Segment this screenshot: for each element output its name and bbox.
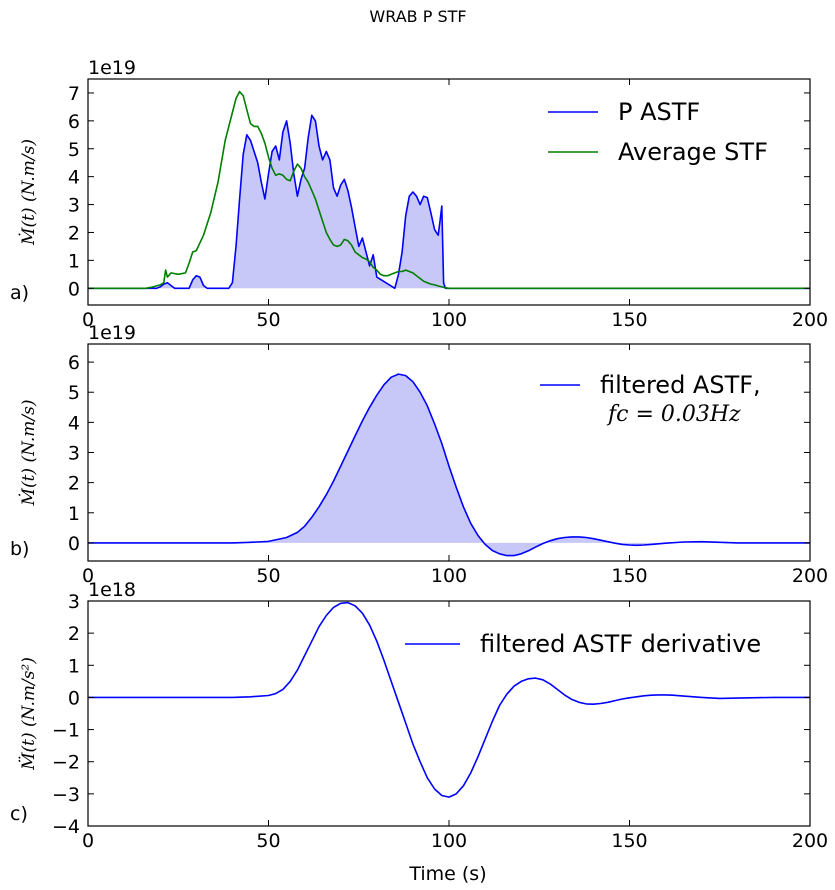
y-tick-label: 2 bbox=[68, 222, 80, 244]
y-tick-label: 1 bbox=[68, 250, 80, 272]
x-tick-label: 0 bbox=[82, 830, 94, 852]
y-tick-label: −1 bbox=[52, 720, 80, 742]
legend-entry: P ASTF bbox=[618, 98, 700, 126]
series-line-0 bbox=[88, 601, 810, 798]
y-tick-label: 2 bbox=[68, 623, 80, 645]
legend: filtered ASTF, fc = 0.03Hz bbox=[540, 371, 761, 427]
x-tick-label: 100 bbox=[431, 830, 467, 852]
x-tick-label: 100 bbox=[431, 565, 467, 587]
y-tick-label: 7 bbox=[68, 83, 80, 105]
legend-entry: filtered ASTF, bbox=[600, 371, 761, 399]
axis-offset-text: 1e19 bbox=[88, 57, 136, 79]
y-tick-label: 5 bbox=[68, 382, 80, 404]
legend: filtered ASTF derivative bbox=[405, 630, 761, 658]
panel-label: c) bbox=[10, 803, 28, 825]
series-line-1 bbox=[88, 90, 810, 290]
plot-area bbox=[88, 90, 810, 290]
x-tick-label: 150 bbox=[611, 565, 647, 587]
panel-b: 0 50 100 150 200 0 1 2 3 4 5 6 1e19 Ṁ(t) (N.m/s) b) fil… bbox=[10, 322, 828, 587]
plot-area bbox=[88, 373, 810, 557]
legend-entry: Average STF bbox=[618, 138, 768, 166]
panel-label: a) bbox=[10, 282, 29, 304]
series-fill-0 bbox=[88, 374, 810, 556]
y-tick-label: 3 bbox=[68, 591, 80, 613]
y-tick-label: 3 bbox=[68, 195, 80, 217]
axis-offset-text: 1e19 bbox=[88, 322, 136, 344]
x-tick-label: 50 bbox=[256, 565, 280, 587]
y-axis-label: Ṁ(t) (N.m/s) bbox=[18, 400, 39, 507]
axes-frame bbox=[87, 78, 811, 306]
plot-area bbox=[88, 601, 810, 798]
x-tick-label: 200 bbox=[792, 830, 828, 852]
figure-title: WRAB P STF bbox=[369, 7, 466, 26]
legend-entry-line2: fc = 0.03Hz bbox=[606, 402, 741, 427]
legend-entry: filtered ASTF derivative bbox=[480, 630, 761, 658]
y-tick-label: 5 bbox=[68, 139, 80, 161]
series-line-0 bbox=[88, 373, 810, 557]
series-fill-0 bbox=[88, 115, 810, 289]
y-tick-label: 6 bbox=[68, 352, 80, 374]
y-tick-label: 6 bbox=[68, 111, 80, 133]
panel-label: b) bbox=[10, 538, 29, 560]
series-line-0 bbox=[88, 114, 810, 290]
x-tick-label: 150 bbox=[611, 830, 647, 852]
y-tick-label: 1 bbox=[68, 503, 80, 525]
legend: P ASTF Average STF bbox=[548, 98, 768, 166]
y-axis-label: M̈(t) (N.m/s²) bbox=[19, 657, 39, 771]
y-tick-label: 0 bbox=[68, 687, 80, 709]
y-tick-label: 0 bbox=[68, 533, 80, 555]
x-tick-label: 150 bbox=[611, 309, 647, 331]
x-tick-label: 100 bbox=[431, 309, 467, 331]
panel-a: 0 50 100 150 200 0 1 2 3 4 5 6 7 1e19 Ṁ(t) (N.m/s) a) P … bbox=[10, 57, 828, 331]
x-tick-label: 50 bbox=[256, 309, 280, 331]
x-tick-label: 200 bbox=[792, 309, 828, 331]
y-tick-label: 2 bbox=[68, 473, 80, 495]
axis-offset-text: 1e18 bbox=[88, 579, 136, 601]
y-tick-label: 1 bbox=[68, 655, 80, 677]
y-axis-label: Ṁ(t) (N.m/s) bbox=[18, 139, 39, 246]
x-tick-label: 200 bbox=[792, 565, 828, 587]
x-tick-label: 50 bbox=[256, 830, 280, 852]
y-tick-label: 3 bbox=[68, 443, 80, 465]
y-tick-label: −4 bbox=[52, 816, 80, 838]
x-tick-label: 0 bbox=[82, 309, 94, 331]
y-tick-label: 4 bbox=[68, 412, 80, 434]
x-tick-label: 0 bbox=[82, 565, 94, 587]
y-tick-label: 4 bbox=[68, 167, 80, 189]
y-tick-label: −3 bbox=[52, 784, 80, 806]
panel-c: 0 50 100 150 200 −4 −3 −2 −1 0 1 2 3 1e18 M̈(t) (N.m/s… bbox=[10, 579, 828, 852]
x-axis-label: Time (s) bbox=[408, 863, 486, 885]
y-tick-label: 0 bbox=[68, 278, 80, 300]
y-tick-label: −2 bbox=[52, 752, 80, 774]
